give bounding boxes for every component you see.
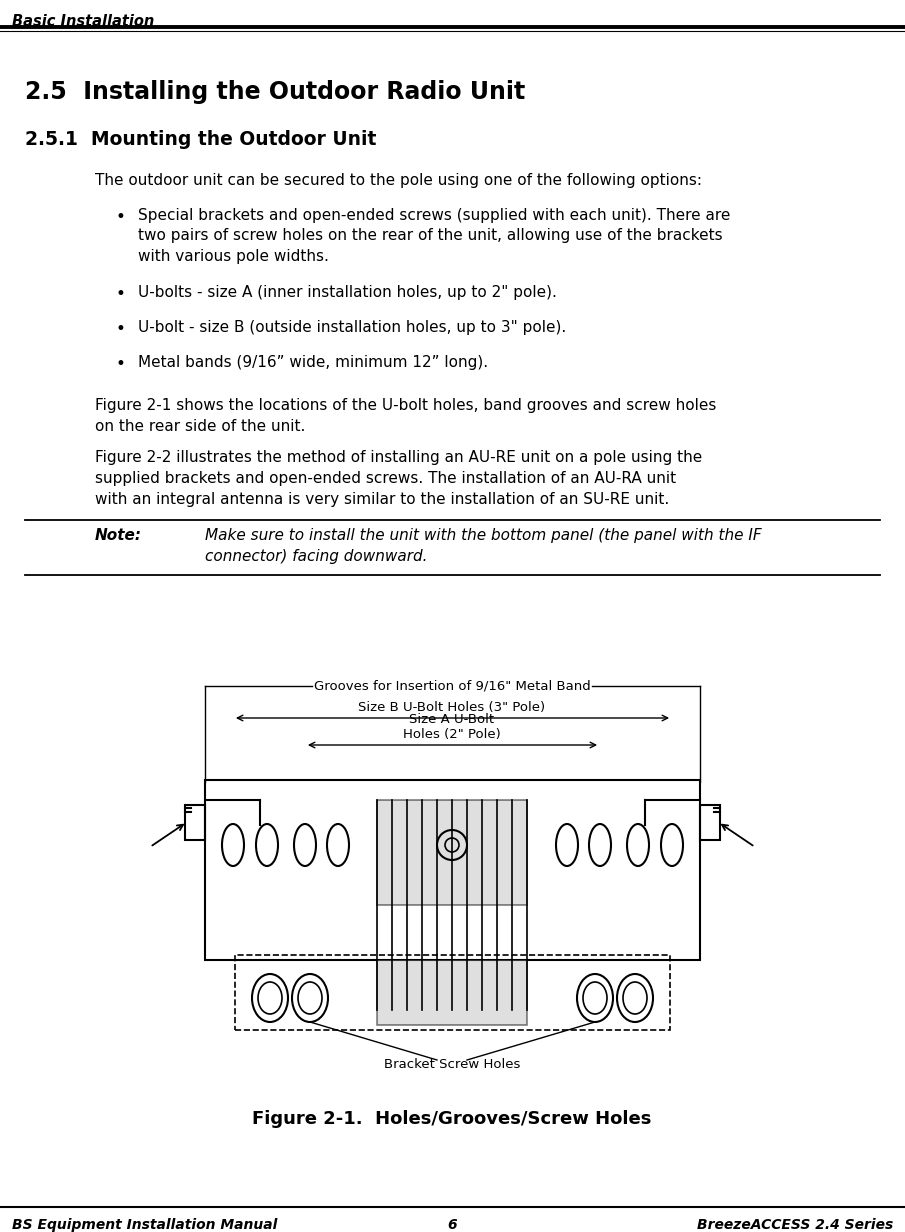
Text: 2.5.1  Mounting the Outdoor Unit: 2.5.1 Mounting the Outdoor Unit [25, 131, 376, 149]
Text: Basic Installation: Basic Installation [12, 14, 154, 30]
Text: Note:: Note: [95, 529, 142, 543]
Ellipse shape [577, 975, 613, 1023]
Text: Figure 2-1 shows the locations of the U-bolt holes, band grooves and screw holes: Figure 2-1 shows the locations of the U-… [95, 398, 717, 434]
Bar [377, 800, 527, 906]
Bar [185, 804, 205, 840]
Text: The outdoor unit can be secured to the pole using one of the following options:: The outdoor unit can be secured to the p… [95, 172, 702, 188]
Text: BreezeACCESS 2.4 Series: BreezeACCESS 2.4 Series [697, 1218, 893, 1232]
Text: 6: 6 [447, 1218, 457, 1232]
Text: U-bolt - size B (outside installation holes, up to 3" pole).: U-bolt - size B (outside installation ho… [138, 320, 567, 335]
Bar [377, 960, 527, 1025]
Ellipse shape [617, 975, 653, 1023]
Text: Make sure to install the unit with the bottom panel (the panel with the IF
conne: Make sure to install the unit with the b… [205, 529, 762, 564]
Ellipse shape [252, 975, 288, 1023]
Text: BS Equipment Installation Manual: BS Equipment Installation Manual [12, 1218, 277, 1232]
Bar [205, 780, 700, 960]
Text: Size A U-Bolt
Holes (2" Pole): Size A U-Bolt Holes (2" Pole) [403, 713, 500, 740]
Text: •: • [115, 208, 125, 225]
Text: Size B U-Bolt Holes (3" Pole): Size B U-Bolt Holes (3" Pole) [358, 701, 546, 715]
Text: Special brackets and open-ended screws (supplied with each unit). There are
two : Special brackets and open-ended screws (… [138, 208, 730, 264]
Bar [700, 804, 720, 840]
Text: •: • [115, 355, 125, 373]
Bar [235, 955, 670, 1030]
Text: 2.5  Installing the Outdoor Radio Unit: 2.5 Installing the Outdoor Radio Unit [25, 80, 525, 103]
Text: Figure 2-2 illustrates the method of installing an AU-RE unit on a pole using th: Figure 2-2 illustrates the method of ins… [95, 450, 702, 508]
Text: •: • [115, 285, 125, 303]
Text: •: • [115, 320, 125, 338]
Ellipse shape [292, 975, 328, 1023]
Text: Figure 2-1.  Holes/Grooves/Screw Holes: Figure 2-1. Holes/Grooves/Screw Holes [252, 1110, 652, 1129]
Text: Bracket Screw Holes: Bracket Screw Holes [384, 1058, 520, 1071]
Text: Metal bands (9/16” wide, minimum 12” long).: Metal bands (9/16” wide, minimum 12” lon… [138, 355, 488, 370]
Text: U-bolts - size A (inner installation holes, up to 2" pole).: U-bolts - size A (inner installation hol… [138, 285, 557, 301]
Text: Grooves for Insertion of 9/16" Metal Band: Grooves for Insertion of 9/16" Metal Ban… [314, 680, 590, 692]
